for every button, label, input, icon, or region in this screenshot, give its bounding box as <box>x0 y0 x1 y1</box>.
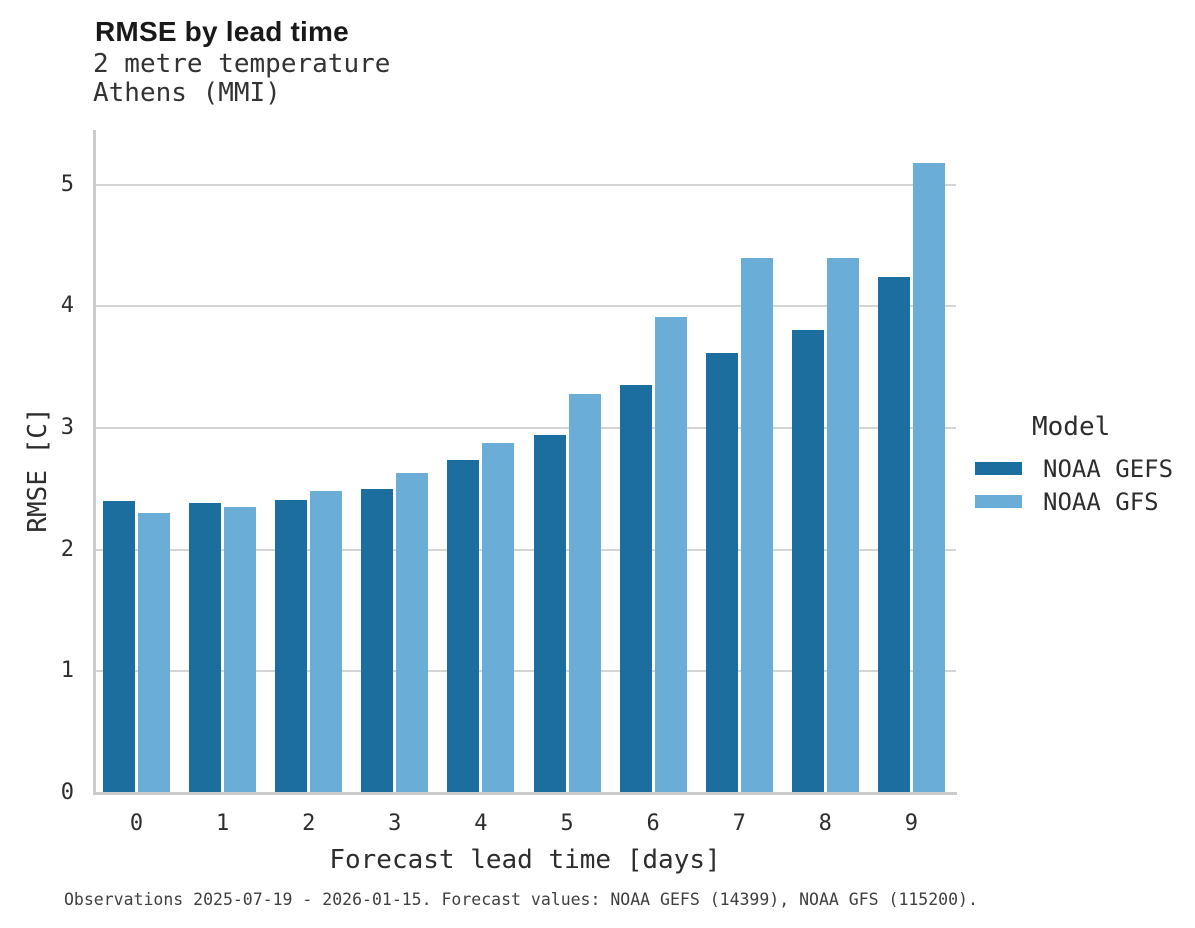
y-tick-label-1: 1 <box>60 658 74 684</box>
bar-noaa-gefs-lead3 <box>361 488 394 792</box>
chart-subtitle-line2: Athens (MMI) <box>93 78 281 108</box>
bar-noaa-gfs-lead8 <box>826 257 859 792</box>
gridline-y1 <box>94 670 956 673</box>
x-axis-spine <box>93 792 957 795</box>
x-tick-label-5: 5 <box>560 811 574 836</box>
legend: Model NOAA GEFS NOAA GFS <box>975 412 1173 518</box>
x-tick-label-4: 4 <box>474 811 488 836</box>
bar-noaa-gefs-lead2 <box>275 499 308 792</box>
bar-noaa-gefs-lead4 <box>447 459 480 792</box>
gridline-y5 <box>94 183 956 186</box>
x-tick-label-2: 2 <box>302 811 316 836</box>
bar-noaa-gfs-lead2 <box>310 491 343 792</box>
bar-noaa-gfs-lead3 <box>396 473 429 792</box>
chart-title: RMSE by lead time <box>95 16 349 47</box>
legend-item-noaa-gefs: NOAA GEFS <box>975 452 1173 485</box>
bar-noaa-gfs-lead6 <box>654 317 687 792</box>
bar-noaa-gefs-lead6 <box>619 385 652 792</box>
bar-noaa-gfs-lead4 <box>482 442 515 792</box>
x-tick-label-1: 1 <box>215 811 230 836</box>
gridline-y4 <box>94 305 956 308</box>
y-tick-label-3: 3 <box>60 415 74 441</box>
x-tick-label-6: 6 <box>646 811 660 836</box>
y-axis-title: RMSE [C] <box>23 407 53 533</box>
gridline-y2 <box>94 548 956 551</box>
legend-swatch-noaa-gefs <box>975 462 1022 475</box>
bar-noaa-gefs-lead9 <box>877 277 910 792</box>
gridline-y3 <box>94 427 956 430</box>
legend-swatch-noaa-gfs <box>975 495 1022 508</box>
x-tick-label-0: 0 <box>129 811 144 836</box>
x-axis-title: Forecast lead time [days] <box>329 845 721 875</box>
legend-title: Model <box>1032 412 1111 442</box>
y-tick-label-4: 4 <box>60 293 74 319</box>
bar-noaa-gfs-lead0 <box>138 513 170 792</box>
bar-noaa-gefs-lead0 <box>103 501 135 792</box>
x-tick-label-3: 3 <box>388 811 402 836</box>
bar-noaa-gefs-lead7 <box>705 352 738 792</box>
y-tick-label-0: 0 <box>60 780 74 805</box>
footer-caption: Observations 2025-07-19 - 2026-01-15. Fo… <box>64 890 978 909</box>
x-tick-label-9: 9 <box>904 811 919 836</box>
y-tick-label-2: 2 <box>60 536 74 562</box>
chart-subtitle-line1: 2 metre temperature <box>93 49 391 79</box>
bar-noaa-gfs-lead5 <box>568 393 601 792</box>
x-tick-label-8: 8 <box>818 811 832 836</box>
bar-noaa-gfs-lead9 <box>912 162 945 792</box>
bar-noaa-gefs-lead1 <box>189 503 222 792</box>
legend-label-noaa-gfs: NOAA GFS <box>1043 487 1159 516</box>
y-axis-spine <box>93 130 96 795</box>
chart-subtitle: 2 metre temperature Athens (MMI) <box>93 50 390 108</box>
x-tick-label-7: 7 <box>732 811 746 836</box>
bar-noaa-gefs-lead5 <box>533 435 566 792</box>
legend-item-noaa-gfs: NOAA GFS <box>975 485 1173 518</box>
bar-noaa-gfs-lead1 <box>224 507 257 792</box>
legend-label-noaa-gefs: NOAA GEFS <box>1043 454 1174 483</box>
bar-noaa-gefs-lead8 <box>791 329 824 792</box>
y-tick-label-5: 5 <box>60 171 74 197</box>
bar-noaa-gfs-lead7 <box>740 257 773 792</box>
